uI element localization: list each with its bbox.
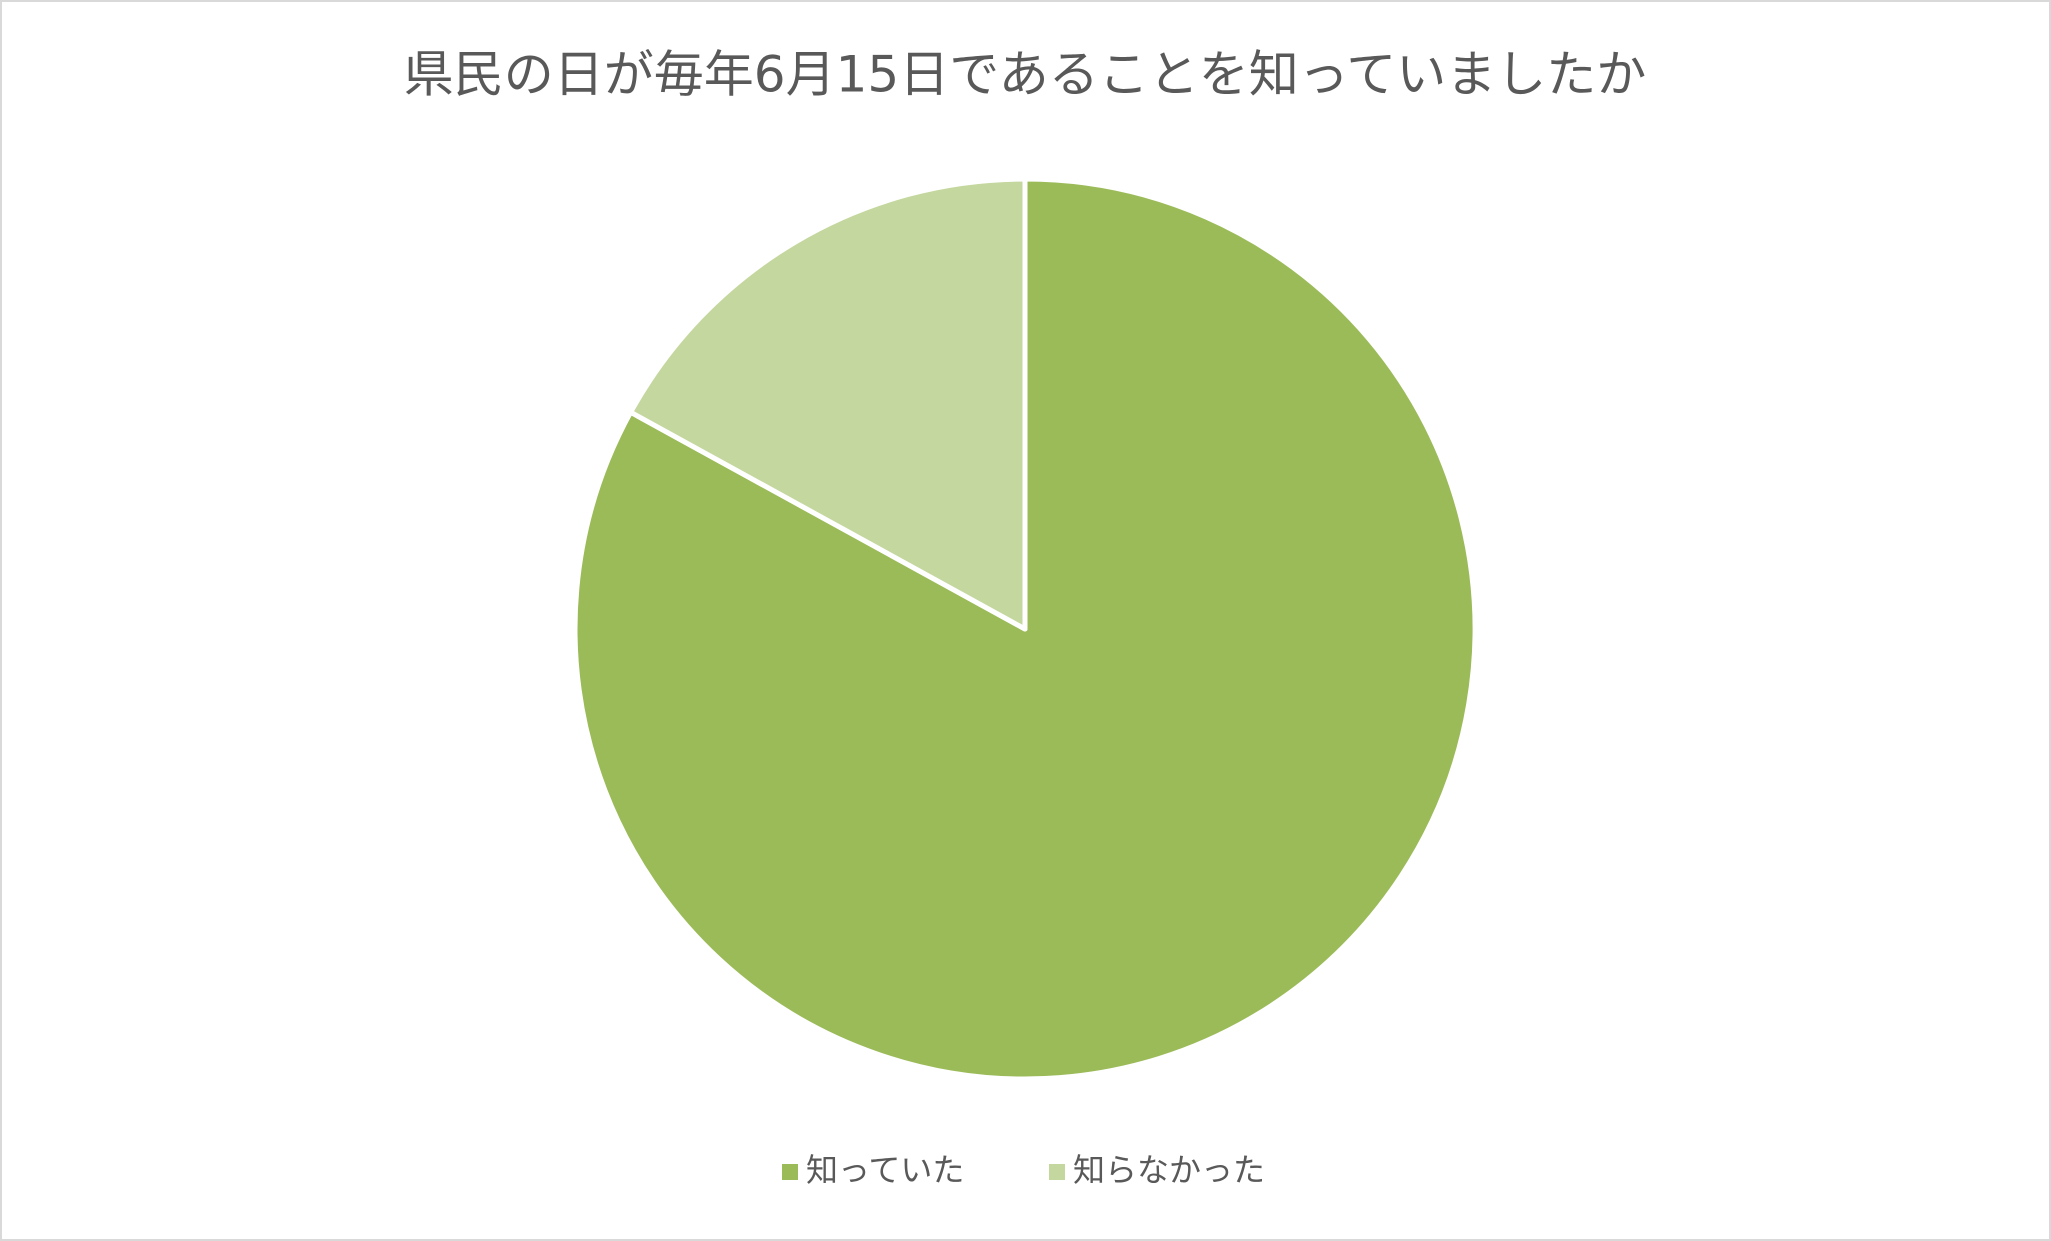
pie-slice (628, 176, 1028, 632)
legend-text: 知っていた (806, 1151, 964, 1189)
legend-text: 知らなかった (1073, 1151, 1265, 1189)
legend-swatch (1049, 1164, 1065, 1180)
legend-swatch (782, 1164, 798, 1180)
chart-title: 県民の日が毎年6月15日であることを知っていましたか (404, 46, 1646, 104)
